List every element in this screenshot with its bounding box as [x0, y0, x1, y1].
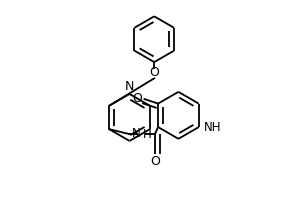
Text: O: O [150, 155, 160, 168]
Text: O: O [149, 66, 159, 79]
Text: N: N [132, 127, 141, 140]
Text: N: N [125, 80, 134, 93]
Text: O: O [133, 92, 142, 105]
Text: NH: NH [204, 121, 221, 134]
Text: H: H [143, 128, 152, 141]
